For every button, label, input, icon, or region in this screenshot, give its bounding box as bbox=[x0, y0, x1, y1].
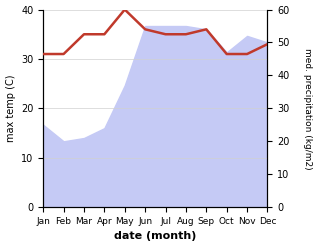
Y-axis label: max temp (C): max temp (C) bbox=[5, 75, 16, 142]
Y-axis label: med. precipitation (kg/m2): med. precipitation (kg/m2) bbox=[303, 48, 313, 169]
X-axis label: date (month): date (month) bbox=[114, 231, 197, 242]
